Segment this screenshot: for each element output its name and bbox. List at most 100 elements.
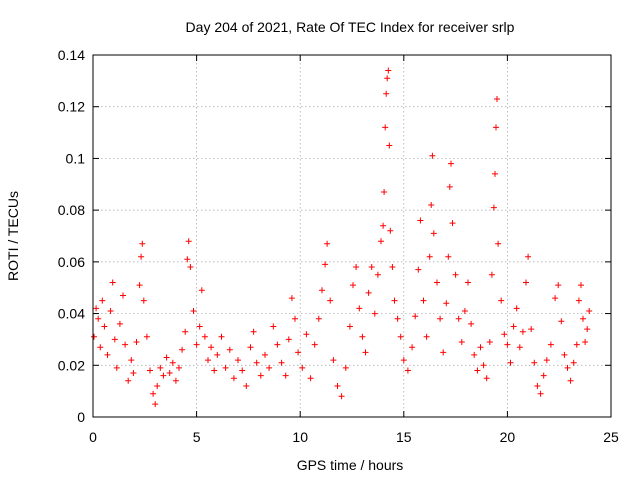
data-point	[303, 331, 310, 338]
data-point	[486, 339, 493, 345]
data-point	[201, 333, 208, 340]
data-point	[226, 346, 233, 353]
data-point	[130, 370, 137, 376]
data-point	[270, 323, 277, 330]
data-point	[154, 383, 161, 389]
data-point	[449, 220, 456, 227]
data-point	[150, 390, 157, 397]
data-point	[187, 264, 194, 270]
data-point	[455, 315, 462, 322]
data-point	[120, 292, 126, 299]
data-point	[182, 328, 189, 335]
y-tick-label: 0.08	[58, 202, 85, 218]
data-point	[176, 364, 182, 371]
data-point	[412, 313, 419, 320]
data-point	[166, 370, 173, 376]
data-point	[152, 401, 159, 408]
data-point	[140, 297, 147, 304]
data-point	[342, 364, 349, 371]
data-point	[394, 315, 401, 322]
data-point	[543, 357, 550, 364]
data-point	[138, 253, 145, 260]
data-point	[386, 142, 393, 149]
data-point	[116, 320, 123, 327]
data-point	[193, 341, 200, 348]
data-point	[104, 351, 111, 358]
data-point	[371, 310, 378, 317]
data-point	[353, 264, 360, 270]
tick-marks	[92, 54, 612, 418]
data-point	[397, 333, 404, 340]
data-point	[163, 354, 170, 361]
data-point	[471, 351, 478, 358]
x-tick-label: 10	[292, 429, 308, 445]
data-point	[125, 377, 132, 384]
data-point	[91, 333, 97, 340]
y-tick-label: 0.12	[58, 99, 85, 115]
data-point	[567, 377, 574, 384]
data-point	[570, 359, 577, 366]
data-point	[420, 297, 427, 304]
data-point	[160, 372, 167, 379]
data-point	[359, 333, 366, 340]
grid	[93, 55, 611, 417]
data-point	[299, 364, 306, 371]
data-point	[389, 264, 396, 270]
data-point	[374, 271, 381, 278]
data-point	[492, 170, 498, 177]
data-point	[495, 240, 502, 247]
data-point	[564, 364, 571, 371]
data-point	[552, 295, 559, 302]
data-point	[247, 344, 254, 351]
data-point	[415, 266, 422, 273]
data-point	[547, 341, 554, 348]
data-point	[266, 364, 273, 371]
data-point	[257, 372, 264, 379]
data-point	[531, 359, 538, 366]
data-point	[409, 344, 416, 351]
x-tick-labels: 0 5 10 15 20 25	[89, 429, 619, 445]
data-point	[218, 333, 225, 340]
x-tick-label: 20	[500, 429, 516, 445]
data-point	[387, 227, 394, 234]
data-point	[525, 253, 532, 260]
data-point	[196, 323, 203, 330]
data-point	[235, 357, 241, 364]
data-point	[95, 315, 102, 322]
data-point	[362, 349, 369, 356]
data-point	[324, 240, 331, 247]
x-tick-label: 15	[396, 429, 412, 445]
chart-title: Day 204 of 2021, Rate Of TEC Index for r…	[186, 19, 515, 35]
data-point	[205, 357, 211, 364]
data-point	[99, 297, 106, 304]
data-point	[516, 344, 523, 351]
data-point	[368, 264, 375, 270]
data-point	[445, 253, 452, 260]
data-point	[488, 271, 495, 278]
data-point	[504, 341, 511, 348]
data-point	[428, 202, 435, 208]
data-point	[288, 295, 295, 302]
data-point	[356, 305, 363, 312]
data-point	[507, 359, 514, 366]
data-point	[382, 124, 389, 131]
data-point	[315, 315, 322, 322]
data-point	[383, 90, 390, 97]
data-point	[111, 336, 118, 343]
data-point	[440, 349, 447, 356]
data-point	[573, 341, 580, 348]
data-point	[274, 341, 281, 348]
data-point	[322, 261, 329, 268]
data-point	[107, 308, 114, 314]
data-point	[190, 308, 197, 314]
data-point	[426, 253, 433, 260]
data-point	[346, 323, 353, 330]
data-point	[434, 279, 440, 286]
data-point	[128, 357, 135, 364]
data-point	[93, 305, 100, 312]
data-point	[523, 279, 529, 286]
data-point	[295, 349, 302, 356]
data-point	[230, 375, 237, 382]
data-point	[179, 346, 186, 353]
data-point	[494, 96, 500, 102]
